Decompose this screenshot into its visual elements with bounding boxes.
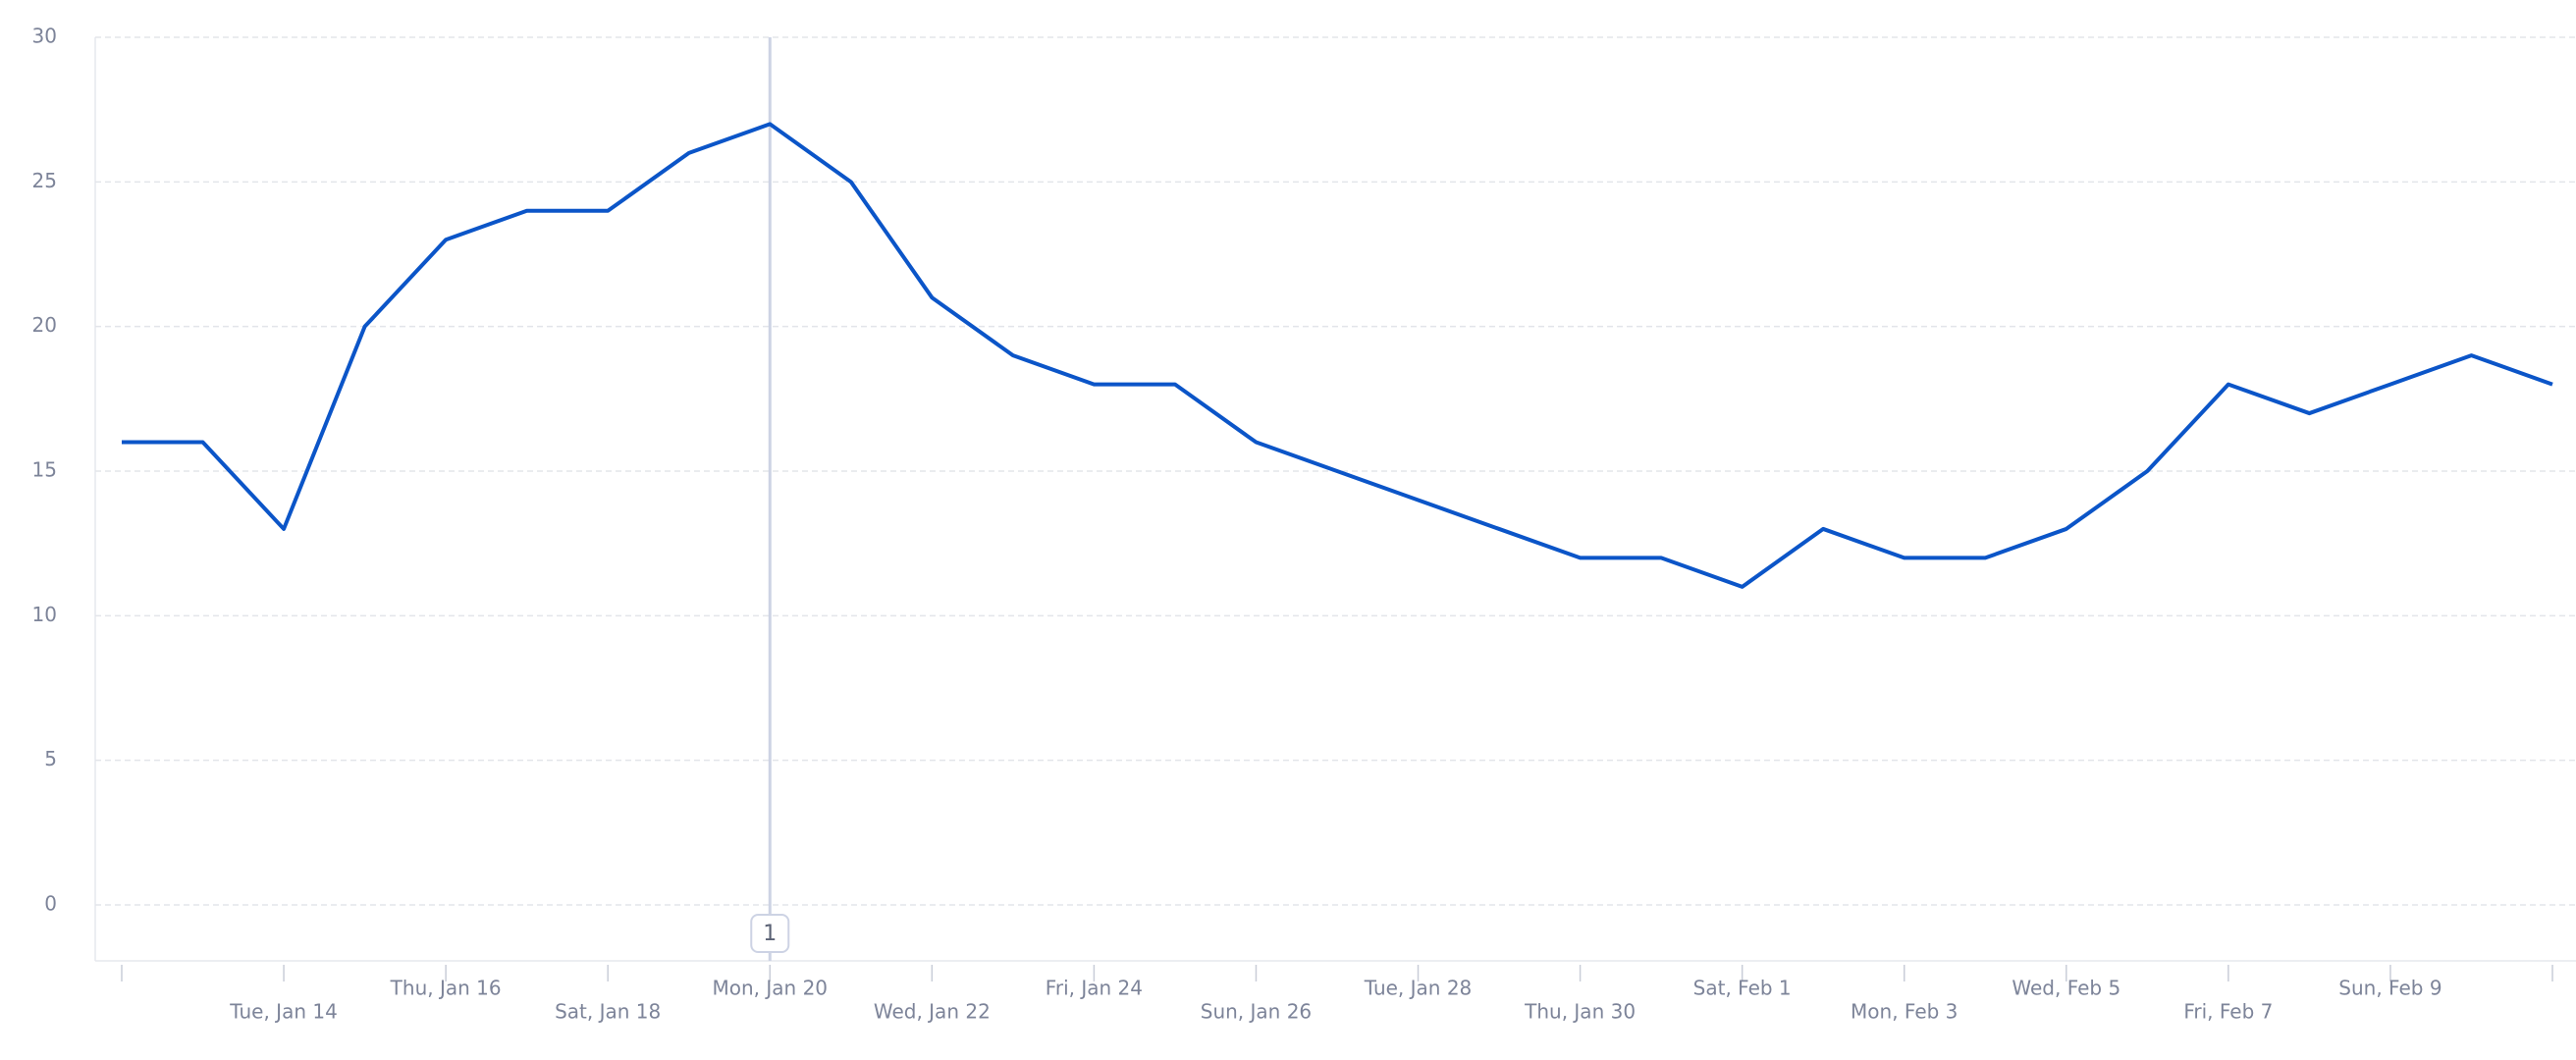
y-tick-label: 25 — [32, 169, 57, 192]
x-tick-label: Thu, Jan 16 — [390, 977, 502, 1000]
x-tick-label: Sat, Feb 1 — [1693, 977, 1792, 1000]
x-tick-label: Thu, Jan 30 — [1524, 1000, 1636, 1024]
x-tick-label: Tue, Jan 14 — [229, 1000, 338, 1024]
x-tick-label: Mon, Jan 20 — [713, 977, 829, 1000]
y-tick-label: 15 — [32, 458, 57, 482]
x-tick-label: Mon, Feb 3 — [1851, 1000, 1958, 1024]
y-tick-label: 0 — [44, 892, 57, 916]
x-tick-label: Fri, Feb 7 — [2183, 1000, 2273, 1024]
x-tick-label: Wed, Feb 5 — [2012, 977, 2120, 1000]
cursor-label: 1 — [763, 922, 777, 946]
cursor: 1 — [750, 37, 790, 961]
y-tick-label: 10 — [32, 603, 57, 626]
line — [122, 122, 2553, 589]
x-tick-label: Sat, Jan 18 — [555, 1000, 661, 1024]
y-tick-label: 30 — [32, 25, 57, 48]
x-tick-label: Tue, Jan 28 — [1364, 977, 1473, 1000]
x-tick-label: Fri, Jan 24 — [1046, 977, 1143, 1000]
x-tick-label: Sun, Jan 26 — [1201, 1000, 1312, 1024]
x-tick-label: Wed, Jan 22 — [874, 1000, 991, 1024]
y-tick-label: 20 — [32, 313, 57, 337]
cursor-badge — [750, 914, 790, 953]
y-tick-label: 5 — [44, 747, 57, 770]
x-tick-label: Sun, Feb 9 — [2338, 977, 2442, 1000]
